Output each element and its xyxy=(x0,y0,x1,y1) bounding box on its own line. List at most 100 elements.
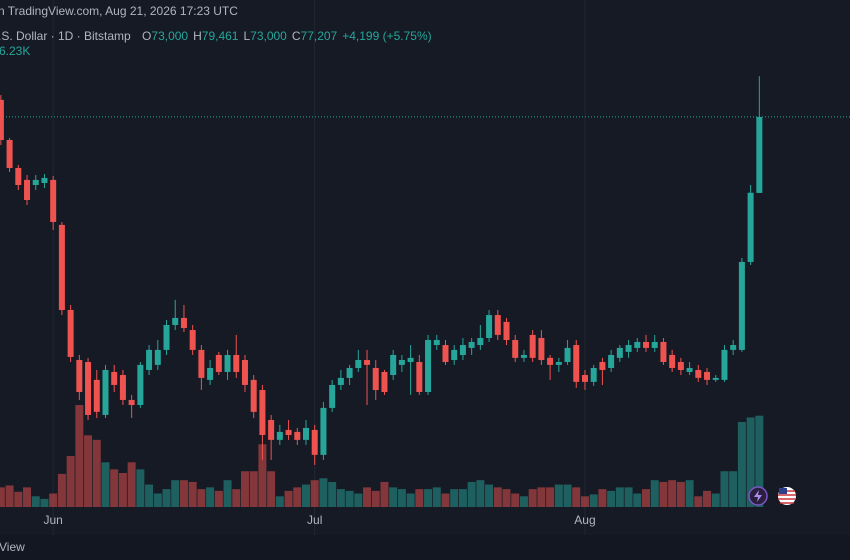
candle-body xyxy=(0,99,4,140)
volume-pane xyxy=(0,405,764,507)
candle-body xyxy=(50,179,57,223)
candle-body xyxy=(372,367,379,391)
candle-body xyxy=(67,309,74,357)
volume-bar xyxy=(14,491,23,507)
volume-bar xyxy=(546,487,555,507)
volume-bar xyxy=(624,487,633,507)
volume-bar xyxy=(659,481,668,507)
volume-bar xyxy=(40,498,49,507)
volume-bar xyxy=(485,484,494,507)
x-tick-label: Jun xyxy=(43,513,62,527)
volume-bar xyxy=(685,480,694,507)
volume-bar xyxy=(668,480,677,507)
volume-bar xyxy=(711,493,720,507)
volume-bar xyxy=(92,439,101,507)
volume-bar xyxy=(755,415,764,507)
candle-body xyxy=(259,390,266,435)
candle-body xyxy=(355,360,362,368)
volume-bar xyxy=(75,405,84,507)
candle-body xyxy=(459,345,466,355)
volume-bar xyxy=(493,487,502,507)
volume-bar xyxy=(511,493,520,507)
candle-body xyxy=(477,337,484,346)
volume-bar xyxy=(703,490,712,507)
volume-bar xyxy=(171,480,180,507)
candle-body xyxy=(581,375,588,382)
volume-bar xyxy=(424,489,433,507)
legend-value: 73,000 xyxy=(151,29,188,43)
candle-body xyxy=(233,354,240,372)
volume-bar xyxy=(101,462,110,507)
volume-bar xyxy=(580,496,589,507)
indicator-icons xyxy=(748,486,796,506)
candle-body xyxy=(102,369,109,415)
volume-bar xyxy=(153,493,162,507)
candle-body xyxy=(276,431,283,440)
candle-body xyxy=(128,399,135,406)
legend-value: 73,000 xyxy=(250,29,287,43)
candle-body xyxy=(512,339,519,358)
candle-body xyxy=(76,360,83,392)
volume-bar xyxy=(267,471,276,507)
candle-body xyxy=(189,330,196,350)
icon-glyph xyxy=(754,490,762,502)
candle-body xyxy=(329,384,336,408)
candle-body xyxy=(111,371,118,385)
volume-bar xyxy=(467,481,476,507)
volume-bar xyxy=(380,481,389,507)
candle-body xyxy=(442,345,449,363)
volume-bar xyxy=(5,485,14,507)
candle-body xyxy=(704,371,711,380)
volume-bar xyxy=(563,484,572,507)
change: +4,199 (+5.75%) xyxy=(342,29,431,43)
candle-body xyxy=(451,349,458,361)
volume-bar xyxy=(615,487,624,507)
volume-bar xyxy=(275,496,284,507)
volume-bar xyxy=(720,471,729,507)
volume-bar xyxy=(336,489,345,507)
candle-body xyxy=(137,364,144,406)
candle-body xyxy=(6,140,13,168)
candles xyxy=(0,76,763,465)
candle-body xyxy=(695,369,702,378)
candle-body xyxy=(416,362,423,392)
volume-bar xyxy=(240,471,249,507)
candle-body xyxy=(547,357,554,365)
candle-body xyxy=(520,354,527,358)
candle-body xyxy=(294,431,301,440)
volume-bar xyxy=(110,469,119,507)
candle-body xyxy=(285,429,292,435)
volume-bar xyxy=(397,489,406,507)
ohlc-legend: .S. Dollar · 1D · Bitstamp O73,000 H79,46… xyxy=(0,29,432,43)
volume-bar xyxy=(432,487,441,507)
volume-bar xyxy=(519,496,528,507)
volume-bar xyxy=(528,489,537,507)
volume-bar xyxy=(598,489,607,507)
legend-value: 77,207 xyxy=(301,29,338,43)
candle-body xyxy=(486,315,493,338)
candle-body xyxy=(364,360,371,365)
candle-body xyxy=(337,377,344,385)
candle-body xyxy=(224,354,231,372)
volume-bar xyxy=(49,493,58,507)
volume-bar xyxy=(0,487,5,507)
volume-bar xyxy=(537,487,546,507)
candle-body xyxy=(503,321,510,340)
volume-bar xyxy=(729,471,738,507)
volume-bar xyxy=(371,490,380,507)
icon-glyph xyxy=(779,488,787,494)
volume-bar xyxy=(450,489,459,507)
volume-bar xyxy=(572,487,581,507)
candle-body xyxy=(163,324,170,350)
volume-bar xyxy=(441,493,450,507)
candle-body xyxy=(747,192,754,262)
volume-bar xyxy=(302,484,310,507)
x-tick-label: Jul xyxy=(307,513,322,527)
volume-bar xyxy=(607,490,616,507)
candle-body xyxy=(686,367,693,372)
candle-body xyxy=(24,179,31,200)
candle-body xyxy=(712,377,719,380)
symbol: .S. Dollar · 1D · Bitstamp xyxy=(0,29,131,43)
volume-bar xyxy=(354,493,363,507)
candle-body xyxy=(390,354,397,376)
